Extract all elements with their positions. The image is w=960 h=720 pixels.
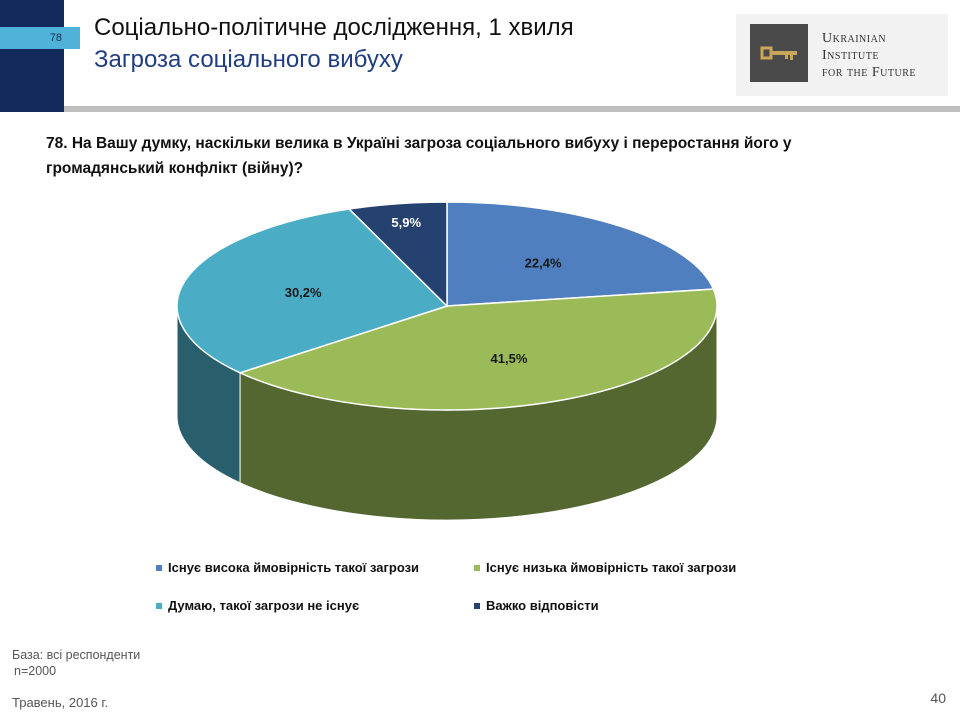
legend-swatch-low bbox=[474, 564, 480, 571]
page-number: 40 bbox=[930, 690, 946, 706]
pie-label-2: 30,2% bbox=[285, 285, 322, 300]
legend-label-dk: Важко відповісти bbox=[486, 598, 599, 613]
key-icon bbox=[750, 24, 808, 82]
institute-logo: Ukrainian Institute for the Future bbox=[736, 14, 948, 96]
legend-label-low: Існує низька ймовірність такої загрози bbox=[486, 560, 737, 575]
pie-label-0: 22,4% bbox=[525, 255, 562, 270]
pie-slice-1 bbox=[237, 288, 718, 411]
legend-item-dk: Важко відповісти bbox=[474, 598, 599, 613]
legend-label-none: Думаю, такої загрози не існує bbox=[168, 598, 360, 613]
base-note: База: всі респонденти n=2000 bbox=[12, 647, 140, 679]
pie-slice-3 bbox=[347, 201, 448, 308]
page-subtitle: Загроза соціального вибуху bbox=[94, 46, 403, 73]
pie-slice-0 bbox=[446, 201, 715, 307]
survey-date: Травень, 2016 г. bbox=[12, 695, 109, 710]
legend-swatch-none bbox=[156, 602, 162, 609]
logo-line-3: for the Future bbox=[822, 65, 917, 80]
pie-labels: 22,4% 41,5% 30,2% 5,9% bbox=[285, 215, 562, 366]
legend-swatch-dk bbox=[474, 602, 480, 609]
legend-item-low: Існує низька ймовірність такої загрози bbox=[474, 560, 736, 575]
legend-swatch-high bbox=[156, 564, 162, 571]
header-divider bbox=[64, 106, 960, 112]
header-side-bar bbox=[0, 0, 64, 112]
base-respondents: База: всі респонденти bbox=[12, 648, 141, 662]
pie-slice-2 bbox=[176, 208, 449, 374]
slide-number-tag: 78 bbox=[0, 27, 80, 49]
pie-label-1: 41,5% bbox=[491, 351, 528, 366]
legend-item-none: Думаю, такої загрози не існує bbox=[156, 598, 359, 613]
sample-size: n=2000 bbox=[14, 664, 57, 678]
pie-tops bbox=[176, 201, 718, 411]
legend-label-high: Існує висока ймовірність такої загрози bbox=[168, 560, 420, 575]
logo-text: Ukrainian Institute for the Future bbox=[822, 30, 916, 81]
legend-item-high: Існує висока ймовірність такої загрози bbox=[156, 560, 419, 575]
page-title: Соціально-політичне дослідження, 1 хвиля bbox=[94, 14, 574, 41]
pie-label-3: 5,9% bbox=[391, 215, 421, 230]
logo-line-2: Institute bbox=[822, 48, 879, 63]
logo-line-1: Ukrainian bbox=[822, 31, 887, 46]
survey-question: 78. На Вашу думку, наскільки велика в Ук… bbox=[46, 135, 792, 177]
